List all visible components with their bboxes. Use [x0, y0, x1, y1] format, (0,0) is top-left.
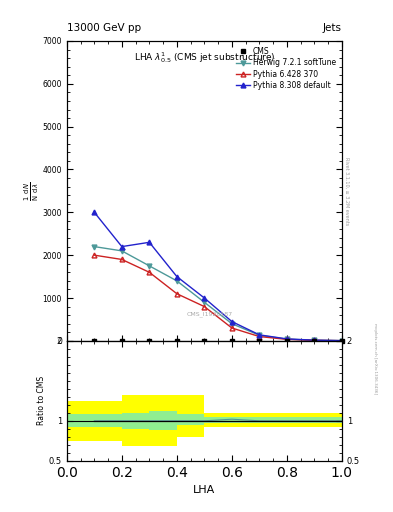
Herwig 7.2.1 softTune: [285, 336, 289, 342]
Herwig 7.2.1 softTune: [92, 244, 97, 250]
Pythia 8.308 default: [257, 332, 262, 338]
Herwig 7.2.1 softTune: [202, 299, 207, 305]
Herwig 7.2.1 softTune: [257, 332, 262, 338]
Line: Pythia 6.428 370: Pythia 6.428 370: [92, 253, 344, 343]
Pythia 6.428 370: [202, 304, 207, 310]
Y-axis label: Rivet 3.1.10, ≥ 3.2M events: Rivet 3.1.10, ≥ 3.2M events: [345, 157, 349, 225]
Pythia 6.428 370: [285, 336, 289, 343]
Text: 13000 GeV pp: 13000 GeV pp: [67, 23, 141, 33]
Text: Jets: Jets: [323, 23, 342, 33]
Pythia 8.308 default: [340, 337, 344, 344]
Herwig 7.2.1 softTune: [147, 263, 152, 269]
Pythia 8.308 default: [174, 273, 179, 280]
Pythia 6.428 370: [340, 337, 344, 344]
Pythia 8.308 default: [202, 295, 207, 301]
Pythia 6.428 370: [230, 325, 234, 331]
Pythia 8.308 default: [230, 318, 234, 325]
Text: CMS_I1920187: CMS_I1920187: [187, 311, 233, 317]
Pythia 6.428 370: [92, 252, 97, 258]
Pythia 6.428 370: [312, 337, 317, 344]
Line: Herwig 7.2.1 softTune: Herwig 7.2.1 softTune: [92, 244, 344, 343]
Herwig 7.2.1 softTune: [340, 337, 344, 344]
Herwig 7.2.1 softTune: [174, 278, 179, 284]
Pythia 8.308 default: [119, 244, 124, 250]
Pythia 6.428 370: [147, 269, 152, 275]
Herwig 7.2.1 softTune: [230, 321, 234, 327]
Pythia 6.428 370: [174, 291, 179, 297]
Line: Pythia 8.308 default: Pythia 8.308 default: [92, 210, 344, 343]
Legend: CMS, Herwig 7.2.1 softTune, Pythia 6.428 370, Pythia 8.308 default: CMS, Herwig 7.2.1 softTune, Pythia 6.428…: [233, 45, 338, 92]
Herwig 7.2.1 softTune: [119, 248, 124, 254]
Pythia 8.308 default: [147, 239, 152, 245]
Pythia 8.308 default: [312, 337, 317, 343]
Pythia 6.428 370: [257, 333, 262, 339]
Herwig 7.2.1 softTune: [312, 337, 317, 343]
Text: mcplots.cern.ch [arXiv:1306.3436]: mcplots.cern.ch [arXiv:1306.3436]: [373, 323, 377, 394]
Text: LHA $\lambda^1_{0.5}$ (CMS jet substructure): LHA $\lambda^1_{0.5}$ (CMS jet substruct…: [134, 50, 275, 65]
Y-axis label: $\frac{1}{\mathrm{N}}\,\frac{\mathrm{d}N}{\mathrm{d}\lambda}$: $\frac{1}{\mathrm{N}}\,\frac{\mathrm{d}N…: [23, 181, 41, 201]
Y-axis label: Ratio to CMS: Ratio to CMS: [37, 376, 46, 425]
Pythia 6.428 370: [119, 257, 124, 263]
X-axis label: LHA: LHA: [193, 485, 215, 495]
Pythia 8.308 default: [92, 209, 97, 216]
Pythia 8.308 default: [285, 336, 289, 342]
